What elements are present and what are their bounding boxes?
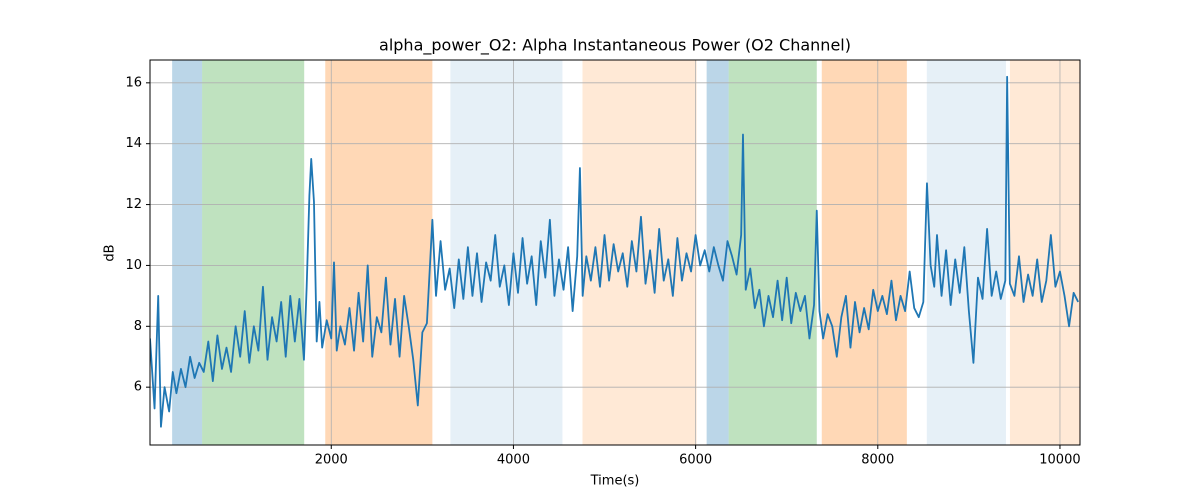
y-tick-label: 12 <box>125 197 142 212</box>
y-tick-label: 6 <box>134 380 142 395</box>
y-tick-label: 16 <box>125 75 142 90</box>
y-tick-label: 14 <box>125 136 142 151</box>
shaded-span <box>728 60 817 445</box>
chart-title: alpha_power_O2: Alpha Instantaneous Powe… <box>379 36 851 56</box>
shaded-span <box>926 60 1006 445</box>
x-tick-label: 2000 <box>315 453 348 468</box>
y-axis-label: dB <box>103 244 118 261</box>
y-tick-label: 10 <box>125 258 142 273</box>
shaded-span <box>1009 60 1080 445</box>
x-axis-label: Time(s) <box>590 474 640 489</box>
plot-frame <box>149 59 1081 446</box>
x-tick-label: 10000 <box>1039 453 1080 468</box>
x-tick-label: 6000 <box>679 453 712 468</box>
shaded-span <box>582 60 697 445</box>
y-tick-label: 8 <box>134 319 142 334</box>
data-line <box>150 75 1079 428</box>
shaded-span <box>202 60 305 445</box>
x-tick-label: 4000 <box>497 453 530 468</box>
shaded-span <box>821 60 907 445</box>
x-tick-label: 8000 <box>861 453 894 468</box>
shaded-span <box>706 60 729 445</box>
